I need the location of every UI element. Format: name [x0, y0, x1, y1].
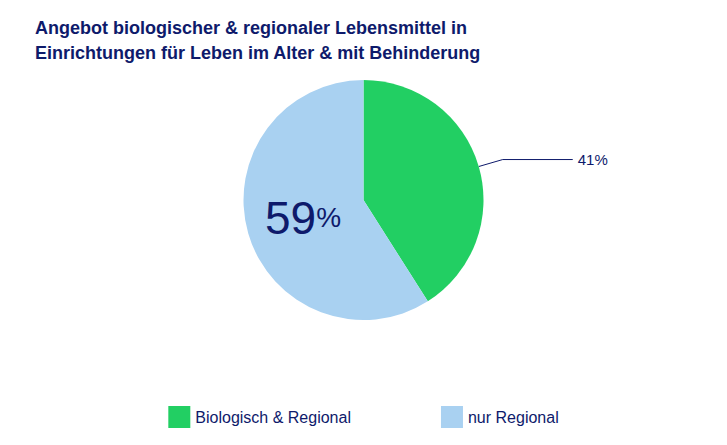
svg-text:Einrichtungen für Leben im Alt: Einrichtungen für Leben im Alter & mit B… — [35, 43, 480, 63]
svg-text:41%: 41% — [578, 151, 608, 168]
svg-text:%: % — [316, 202, 341, 233]
svg-text:Angebot biologischer & regiona: Angebot biologischer & regionaler Lebens… — [35, 18, 467, 38]
svg-text:59: 59 — [265, 192, 316, 244]
svg-text:Biologisch & Regional: Biologisch & Regional — [195, 409, 351, 426]
svg-text:nur Regional: nur Regional — [468, 409, 559, 426]
